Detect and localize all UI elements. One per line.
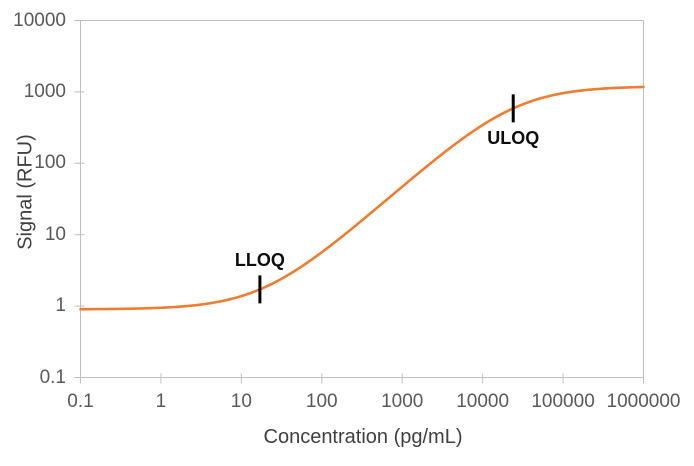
y-tick-label: 0.1	[39, 366, 66, 388]
x-tick-label: 1000000	[606, 391, 681, 412]
x-tick-label: 10	[230, 391, 252, 412]
x-tick-label: 100000	[531, 391, 595, 412]
x-tick-label: 1	[155, 391, 167, 412]
x-axis-title: Concentration (pg/mL)	[263, 426, 463, 448]
y-tick-label: 100	[34, 152, 66, 174]
y-tick-label: 1	[55, 295, 66, 317]
y-tick-label: 1000	[23, 80, 66, 102]
x-tick-label: 100	[305, 391, 338, 412]
x-tick-label: 1000	[381, 391, 424, 412]
standard-curve-line	[79, 85, 645, 311]
x-tick-label: 0.1	[67, 391, 94, 412]
y-tick-label: 10000	[13, 9, 66, 31]
plot-border	[80, 20, 644, 378]
uloq-label: ULOQ	[487, 128, 540, 149]
y-tick-label: 10	[44, 223, 66, 245]
x-tick-label: 10000	[456, 391, 510, 412]
lloq-label: LLOQ	[234, 250, 285, 271]
